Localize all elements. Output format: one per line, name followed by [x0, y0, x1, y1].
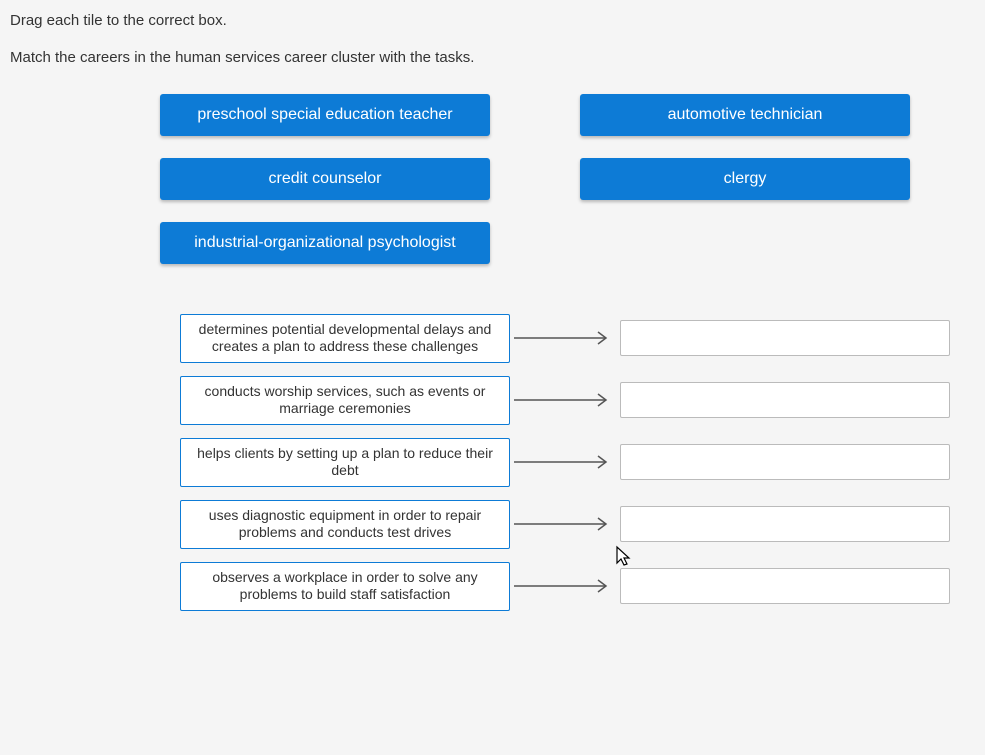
instruction-text: Drag each tile to the correct box. — [10, 12, 975, 29]
arrow-icon — [510, 514, 620, 534]
arrow-icon — [510, 390, 620, 410]
task-box-3: uses diagnostic equipment in order to re… — [180, 500, 510, 549]
drop-zone-2[interactable] — [620, 444, 950, 480]
tile-preschool-teacher[interactable]: preschool special education teacher — [160, 94, 490, 136]
tile-automotive-technician[interactable]: automotive technician — [580, 94, 910, 136]
matching-area: determines potential developmental delay… — [180, 314, 980, 610]
match-row-2: helps clients by setting up a plan to re… — [180, 438, 980, 486]
match-row-1: conducts worship services, such as event… — [180, 376, 980, 424]
match-row-3: uses diagnostic equipment in order to re… — [180, 500, 980, 548]
tile-io-psychologist[interactable]: industrial-organizational psychologist — [160, 222, 490, 264]
drop-zone-0[interactable] — [620, 320, 950, 356]
match-row-4: observes a workplace in order to solve a… — [180, 562, 980, 610]
arrow-icon — [510, 452, 620, 472]
arrow-icon — [510, 328, 620, 348]
drop-zone-1[interactable] — [620, 382, 950, 418]
task-box-4: observes a workplace in order to solve a… — [180, 562, 510, 611]
match-row-0: determines potential developmental delay… — [180, 314, 980, 362]
task-box-1: conducts worship services, such as event… — [180, 376, 510, 425]
tiles-container: preschool special education teacher auto… — [160, 94, 940, 264]
task-box-0: determines potential developmental delay… — [180, 314, 510, 363]
tile-credit-counselor[interactable]: credit counselor — [160, 158, 490, 200]
subinstruction-text: Match the careers in the human services … — [10, 49, 975, 66]
arrow-icon — [510, 576, 620, 596]
task-box-2: helps clients by setting up a plan to re… — [180, 438, 510, 487]
drop-zone-4[interactable] — [620, 568, 950, 604]
tile-clergy[interactable]: clergy — [580, 158, 910, 200]
drop-zone-3[interactable] — [620, 506, 950, 542]
